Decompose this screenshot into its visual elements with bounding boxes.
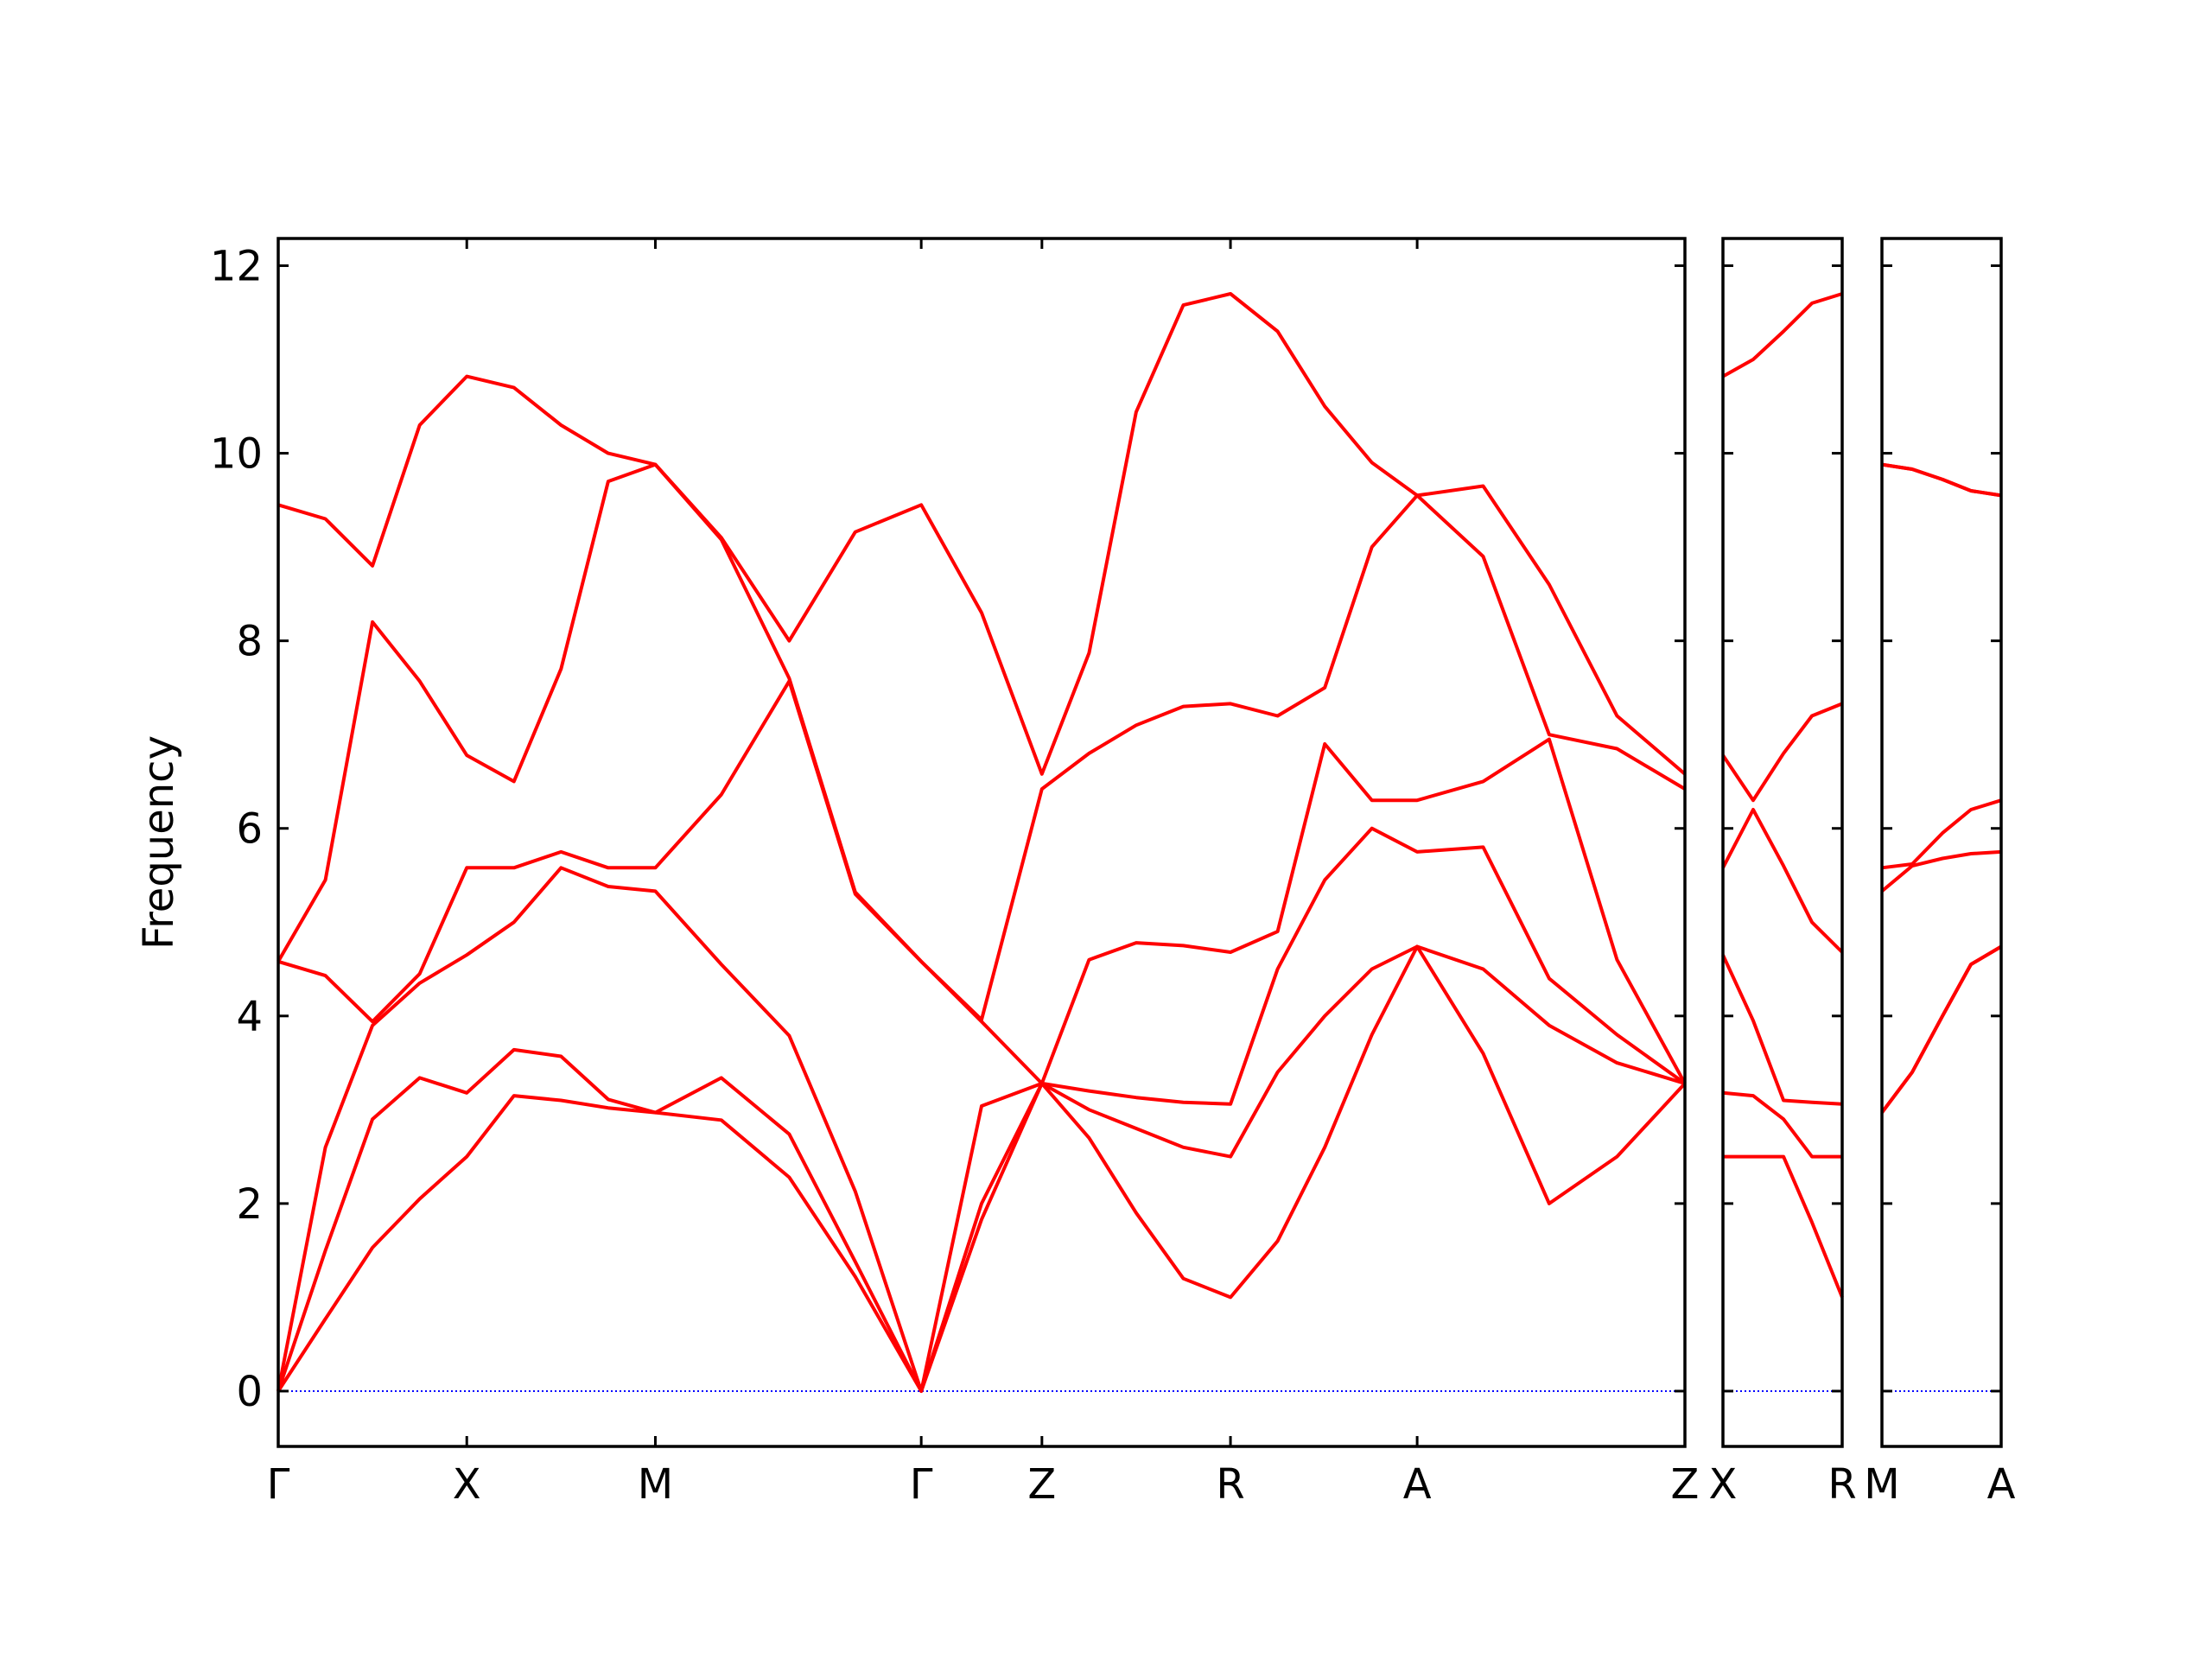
x-tick-label: Γ	[267, 1460, 290, 1509]
band-line	[1881, 462, 2002, 498]
y-tick-label: 4	[236, 993, 263, 1041]
band-line	[276, 944, 1687, 1393]
band-line	[276, 944, 1686, 1393]
band-line	[1722, 1090, 1842, 1159]
x-tick-label: A	[1987, 1460, 2016, 1509]
band-line	[1880, 849, 2002, 893]
axes-frame	[276, 237, 1687, 1448]
x-tick-label: M	[1864, 1460, 1899, 1509]
band-line	[1721, 808, 1844, 954]
band-line	[1721, 702, 1843, 803]
band-line	[1722, 292, 1843, 378]
x-tick-label: Γ	[910, 1460, 933, 1509]
x-tick-label: M	[638, 1460, 673, 1509]
y-tick-label: 6	[236, 805, 263, 854]
x-tick-label: X	[1709, 1460, 1738, 1509]
x-tick-label: A	[1403, 1460, 1432, 1509]
band-line	[1723, 1154, 1844, 1299]
y-tick-label: 8	[236, 618, 263, 666]
y-tick-label: 0	[236, 1368, 263, 1416]
band-line	[1721, 954, 1843, 1106]
x-tick-label: X	[453, 1460, 481, 1509]
band-line	[277, 292, 1687, 776]
band-line	[1880, 944, 2003, 1114]
y-tick-label: 2	[236, 1180, 263, 1229]
y-axis-label: Frequency	[135, 735, 183, 950]
axes-frame	[1721, 237, 1844, 1448]
band-line	[1881, 798, 2002, 870]
x-tick-label: Z	[1671, 1460, 1700, 1509]
band-line	[276, 462, 1687, 1022]
y-tick-label: 12	[210, 242, 263, 290]
band-line	[276, 826, 1687, 1393]
x-tick-label: Z	[1027, 1460, 1056, 1509]
x-tick-label: R	[1216, 1460, 1244, 1509]
band-line	[277, 679, 1687, 1085]
y-tick-label: 10	[210, 430, 263, 479]
x-tick-label: R	[1827, 1460, 1856, 1509]
axes-frame	[1880, 237, 2003, 1448]
